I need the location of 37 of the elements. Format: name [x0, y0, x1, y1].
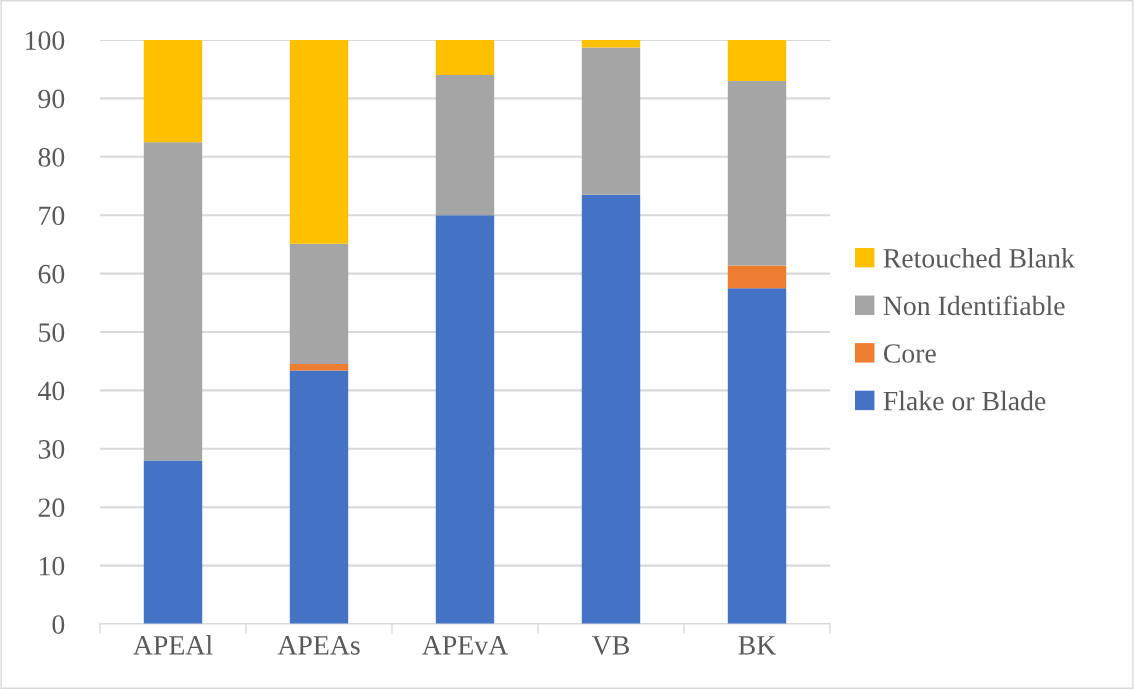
y-tick-label: 0	[52, 615, 65, 634]
bar	[727, 80, 787, 266]
bar	[727, 265, 787, 289]
y-tick-label: 30	[38, 439, 65, 459]
legend-label: Retouched Blank	[883, 248, 1075, 268]
bar	[289, 40, 349, 244]
bar	[581, 194, 641, 624]
legend-label: Flake or Blade	[883, 390, 1046, 411]
legend-label: Non Identifiable	[883, 295, 1065, 316]
bar	[727, 40, 787, 81]
y-tick-label: 50	[39, 323, 65, 342]
bar	[581, 47, 641, 195]
y-tick-label: 90	[38, 89, 65, 109]
bar	[289, 370, 349, 624]
x-tick-label: APEAs	[277, 636, 360, 655]
x-tick-label: VB	[592, 636, 629, 655]
y-tick-label: 60	[38, 264, 65, 284]
bar	[581, 40, 641, 48]
bar	[435, 215, 495, 624]
y-tick-label: 100	[26, 31, 65, 50]
bar	[289, 243, 349, 365]
x-tick-label: APEAl	[133, 635, 213, 655]
x-tick-label: APEvA	[422, 636, 509, 655]
x-tick-label: BK	[738, 636, 777, 655]
bar	[435, 75, 495, 216]
bar	[727, 288, 787, 624]
bar	[289, 364, 349, 371]
y-tick-label: 10	[39, 556, 65, 576]
y-tick-label: 20	[38, 498, 65, 518]
bar	[143, 460, 203, 624]
y-tick-label: 80	[38, 147, 65, 167]
y-tick-label: 40	[38, 381, 65, 401]
y-tick-label: 70	[39, 206, 65, 226]
legend-label: Core	[883, 344, 936, 363]
bar	[143, 40, 203, 143]
bar	[143, 142, 203, 461]
bar	[435, 40, 495, 76]
